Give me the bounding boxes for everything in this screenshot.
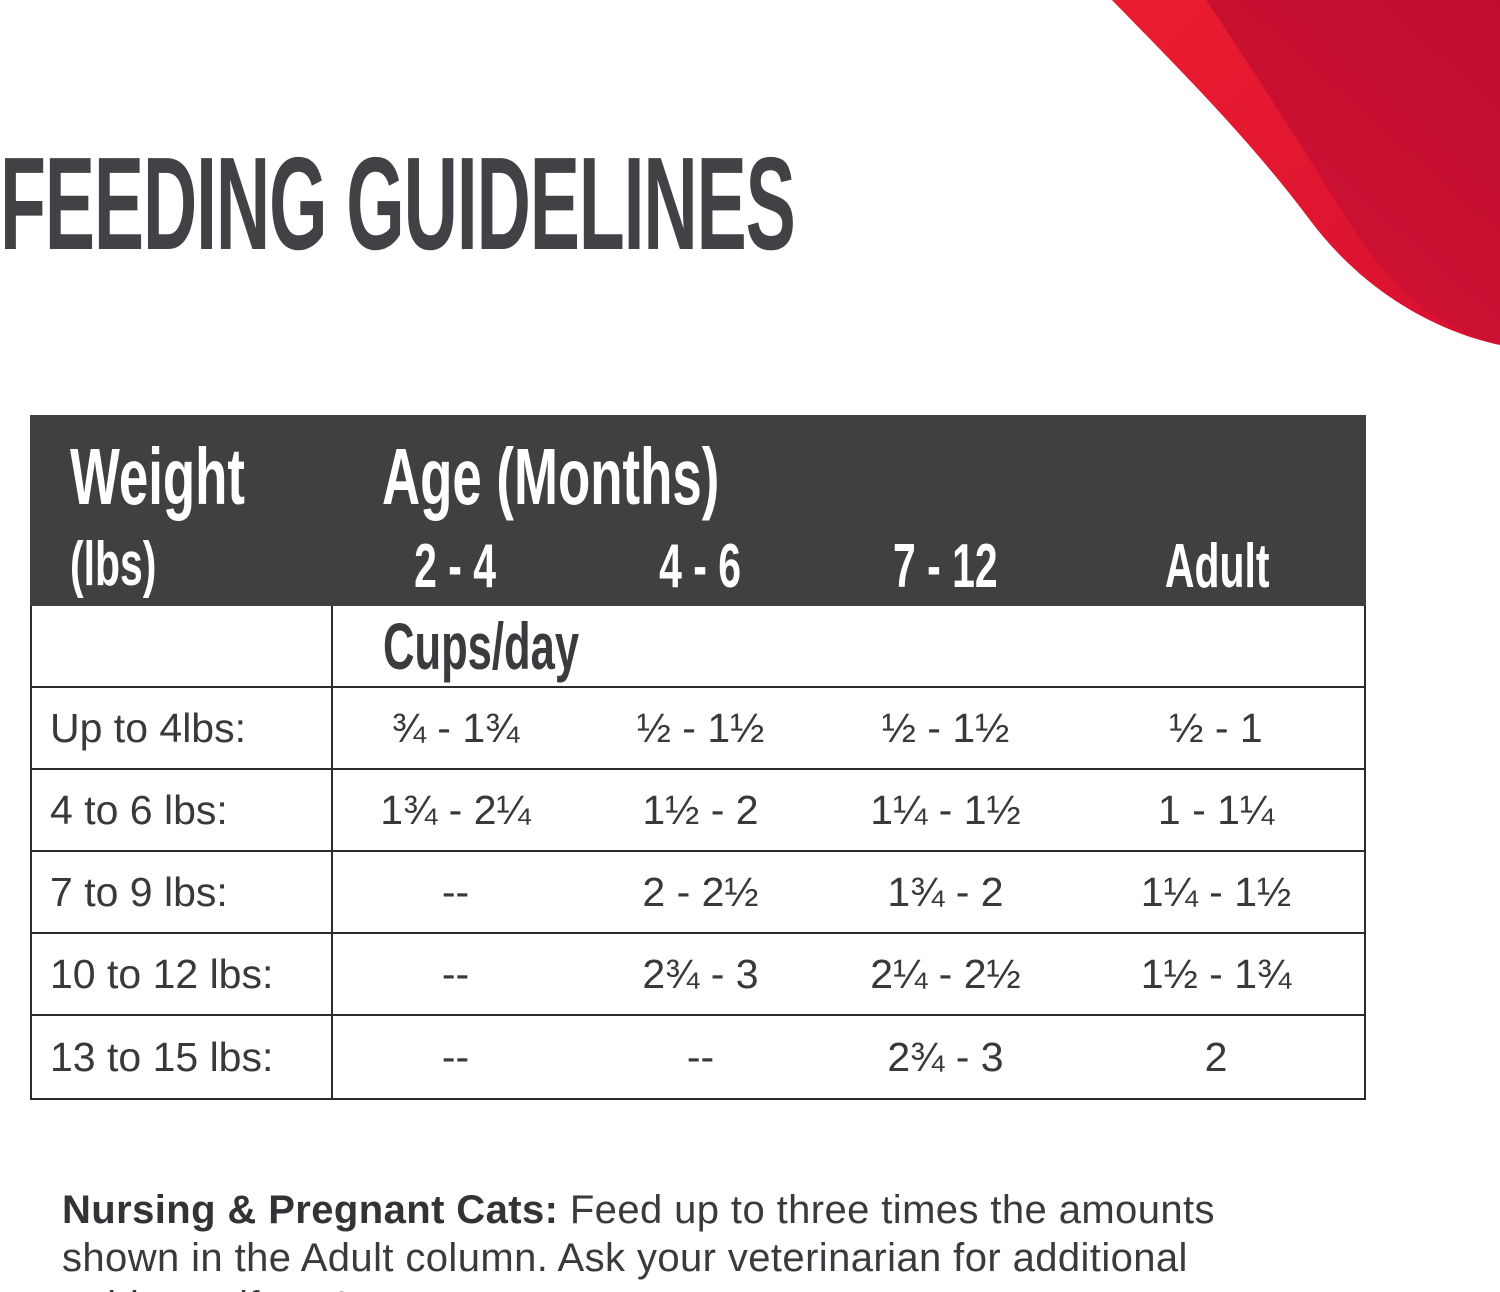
age-col-2-4-label: 2 - 4 — [414, 532, 497, 601]
table-row: 13 to 15 lbs: -- -- 2¾ - 3 2 — [32, 1016, 1364, 1098]
nursing-note-body: Feed up to three times the amounts shown… — [62, 1188, 1215, 1292]
units-row: Cups/day — [32, 606, 1364, 688]
value-cell: 2¾ - 3 — [887, 1033, 1004, 1080]
value-cell: 2 - 2½ — [642, 868, 759, 915]
table-header: Weight (lbs) Age (Months) 2 - 4 4 - 6 7 … — [30, 415, 1366, 606]
value-cell: 1¾ - 2 — [887, 868, 1004, 915]
red-swoosh-decoration — [1112, 0, 1500, 345]
age-col-4-6: 4 - 6 — [578, 531, 823, 602]
table-row: Up to 4lbs: ¾ - 1¾ ½ - 1½ ½ - 1½ ½ - 1 — [32, 688, 1364, 770]
weight-header-label: Weight — [70, 432, 246, 521]
weight-cell: 7 to 9 lbs: — [32, 852, 333, 932]
weight-cell: 13 to 15 lbs: — [32, 1016, 333, 1098]
value-cell: ½ - 1½ — [881, 704, 1010, 751]
value-cell: 2¾ - 3 — [642, 950, 759, 997]
cups-per-day-label: Cups/day — [383, 609, 580, 683]
value-cell: -- — [441, 1033, 470, 1080]
red-swoosh-highlight — [1112, 0, 1500, 345]
age-col-adult: Adult — [1068, 531, 1366, 602]
value-cell: ½ - 1 — [1169, 704, 1263, 751]
value-cell: 1½ - 2 — [642, 786, 759, 833]
age-col-adult-label: Adult — [1164, 532, 1270, 601]
age-col-7-12-label: 7 - 12 — [893, 532, 998, 601]
weight-unit-label: (lbs) — [70, 530, 157, 599]
weight-unit: (lbs) — [70, 529, 201, 600]
value-cell: 2¼ - 2½ — [870, 950, 1021, 997]
value-cell: 1¾ - 2¼ — [380, 786, 531, 833]
weight-header: Weight — [70, 431, 335, 523]
age-column-headers: 2 - 4 4 - 6 7 - 12 Adult — [333, 531, 1366, 602]
table-row: 4 to 6 lbs: 1¾ - 2¼ 1½ - 2 1¼ - 1½ 1 - 1… — [32, 770, 1364, 852]
table-body: Cups/day Up to 4lbs: ¾ - 1¾ ½ - 1½ ½ - 1… — [30, 606, 1366, 1100]
age-col-7-12: 7 - 12 — [823, 531, 1068, 602]
weight-cell: 4 to 6 lbs: — [32, 770, 333, 850]
units-row-empty-cell — [32, 606, 333, 686]
value-cell: -- — [441, 950, 470, 997]
value-cell: 1 - 1¼ — [1157, 786, 1275, 833]
feeding-table: Weight (lbs) Age (Months) 2 - 4 4 - 6 7 … — [30, 415, 1366, 1100]
table-row: 7 to 9 lbs: -- 2 - 2½ 1¾ - 2 1¼ - 1½ — [32, 852, 1364, 934]
age-col-4-6-label: 4 - 6 — [659, 532, 742, 601]
value-cell: 1¼ - 1½ — [870, 786, 1021, 833]
age-header: Age (Months) — [382, 431, 893, 523]
units-cell: Cups/day — [333, 606, 1364, 686]
nursing-note: Nursing & Pregnant Cats: Feed up to thre… — [62, 1186, 1342, 1292]
age-col-2-4: 2 - 4 — [333, 531, 578, 602]
value-cell: -- — [686, 1033, 715, 1080]
value-cell: -- — [441, 868, 470, 915]
value-cell: 1½ - 1¾ — [1140, 950, 1292, 997]
age-header-label: Age (Months) — [382, 432, 720, 521]
page-title: FEEDING GUIDELINES — [0, 130, 796, 277]
value-cell: 2 — [1204, 1033, 1228, 1080]
weight-cell: Up to 4lbs: — [32, 688, 333, 768]
table-row: 10 to 12 lbs: -- 2¾ - 3 2¼ - 2½ 1½ - 1¾ — [32, 934, 1364, 1016]
value-cell: ¾ - 1¾ — [391, 704, 520, 751]
weight-cell: 10 to 12 lbs: — [32, 934, 333, 1014]
nursing-note-lead: Nursing & Pregnant Cats: — [62, 1188, 559, 1232]
value-cell: ½ - 1½ — [636, 704, 765, 751]
value-cell: 1¼ - 1½ — [1140, 868, 1292, 915]
